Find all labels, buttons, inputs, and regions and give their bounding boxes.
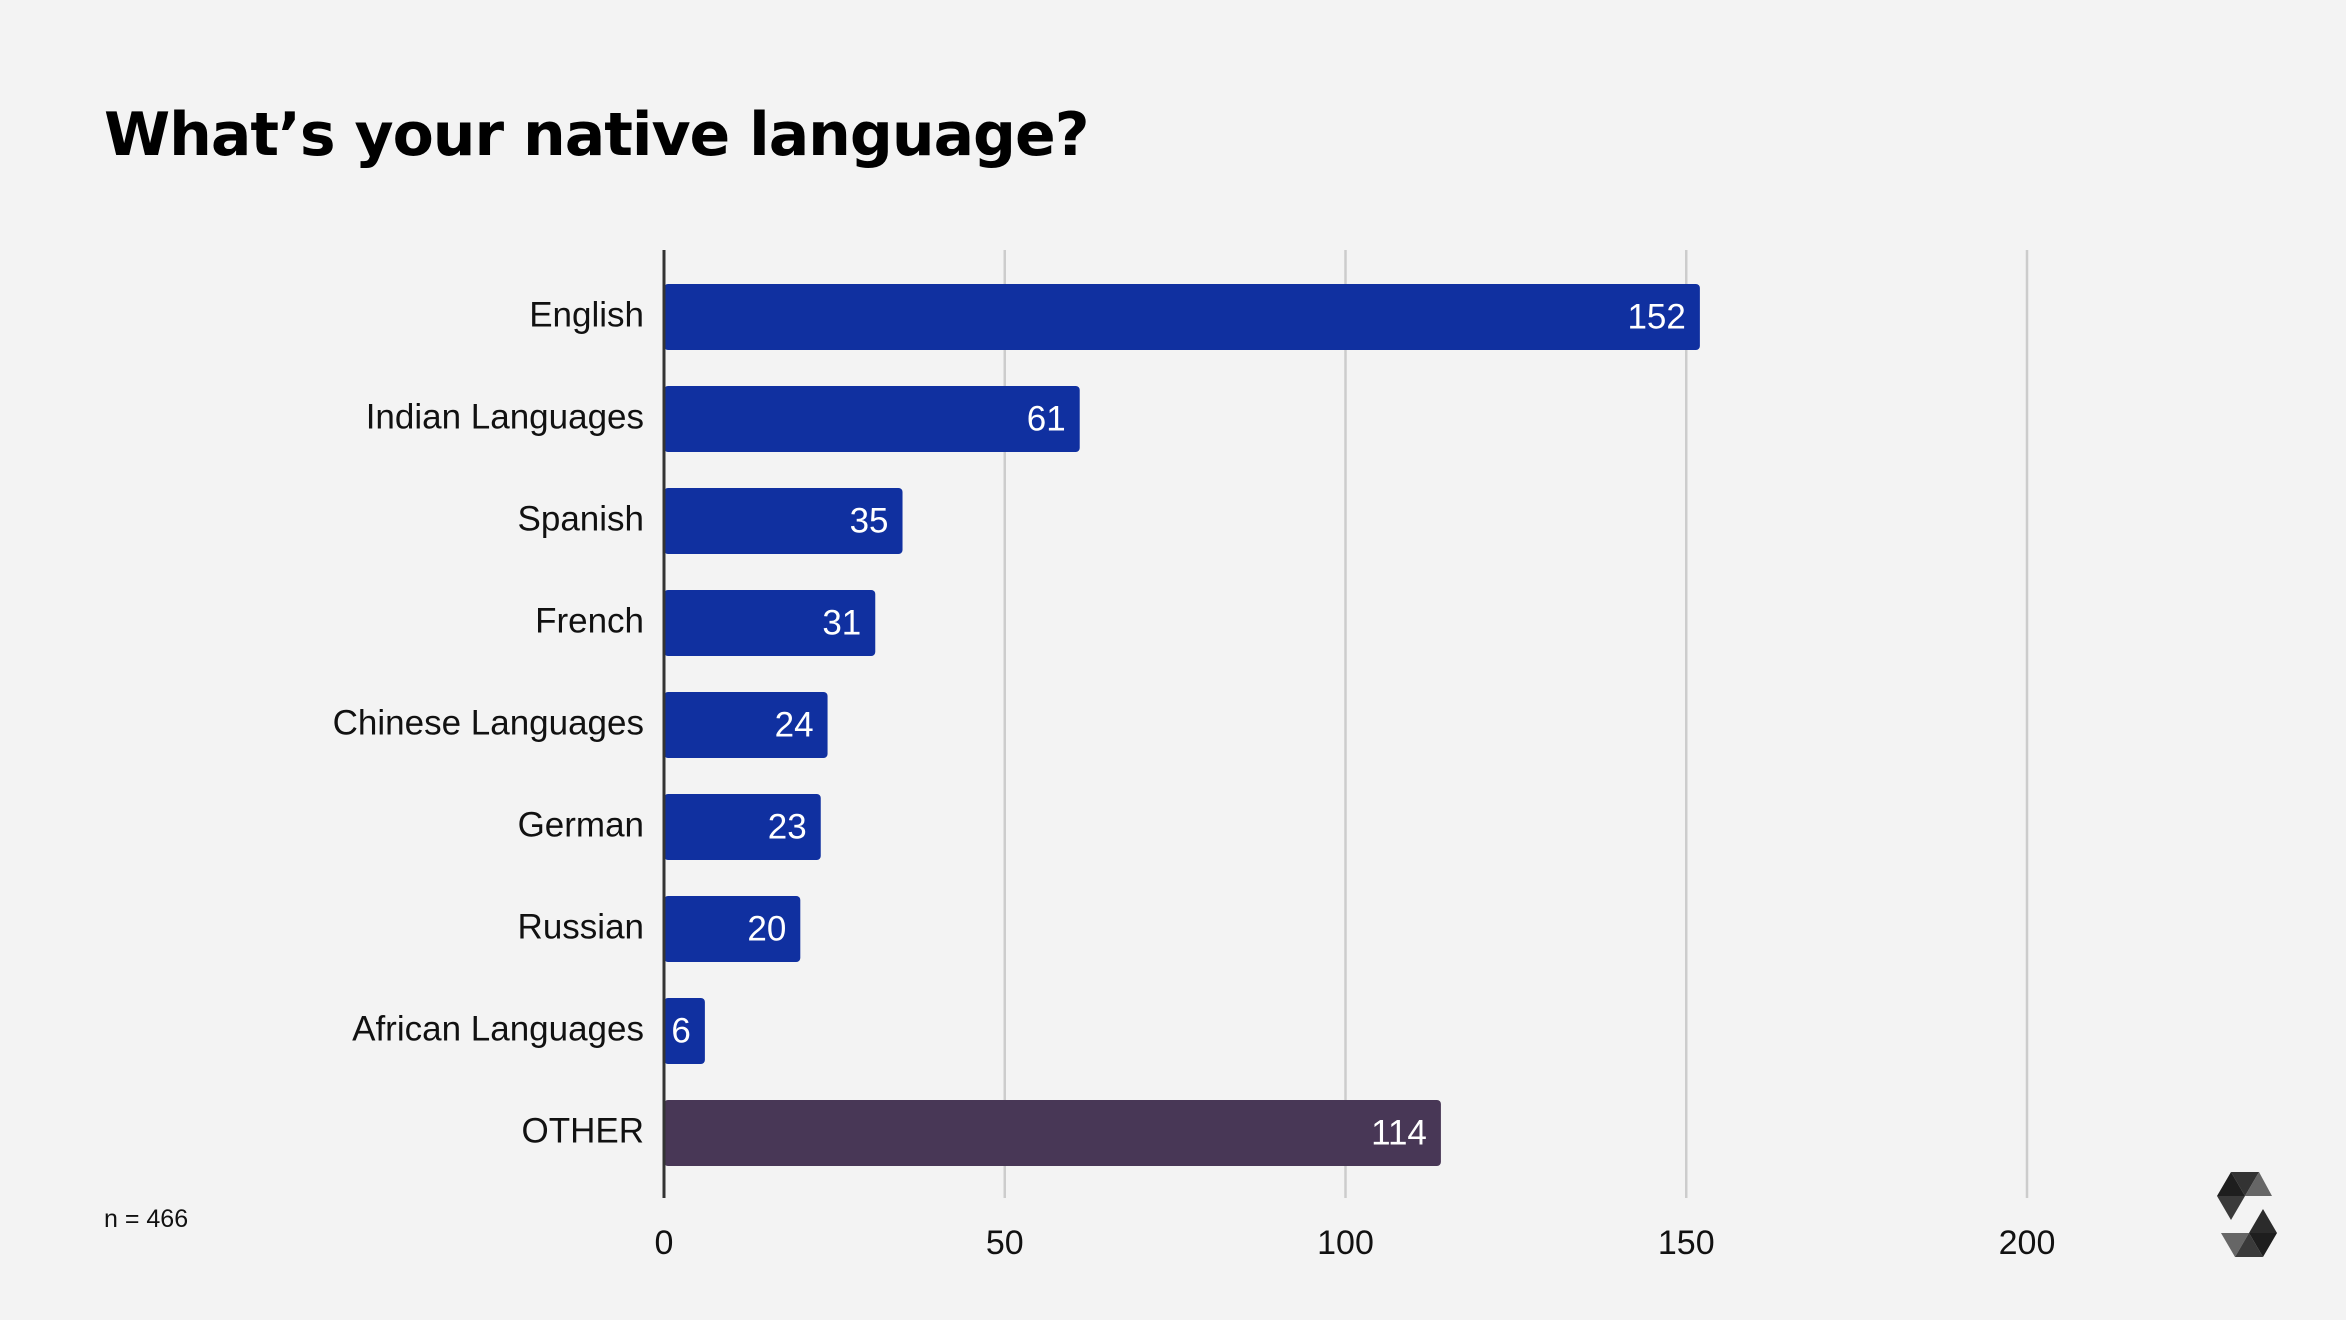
bar [664,998,705,1064]
chart-title: What’s your native language? [104,100,1089,170]
bar [664,692,828,758]
data-label: 24 [775,705,814,744]
data-label: 114 [1371,1113,1427,1152]
category-label: Indian Languages [366,397,644,436]
category-label: African Languages [352,1009,644,1048]
bar [664,284,1700,350]
data-label: 6 [671,1011,690,1050]
category-label: OTHER [522,1111,645,1150]
x-tick-label: 0 [655,1224,674,1262]
solidity-logo-icon [2217,1172,2277,1257]
data-label: 31 [822,603,861,642]
data-label: 23 [768,807,807,846]
x-tick-label: 100 [1317,1224,1374,1262]
bar [664,1100,1441,1166]
category-label: French [535,601,644,640]
category-label: German [518,805,644,844]
data-label: 152 [1627,297,1685,336]
category-label: English [529,295,644,334]
sample-size-note: n = 466 [104,1205,189,1233]
bar [664,896,801,962]
category-label: Russian [518,907,644,946]
x-tick-label: 200 [1999,1224,2056,1262]
data-label: 61 [1027,399,1066,438]
bar [664,488,903,554]
data-label: 35 [850,501,889,540]
bar [664,794,821,860]
bar [664,386,1080,452]
bar [664,590,876,656]
data-label: 20 [747,909,786,948]
category-label: Chinese Languages [333,703,644,742]
x-tick-label: 150 [1658,1224,1715,1262]
category-label: Spanish [518,499,644,538]
x-tick-label: 50 [986,1224,1024,1262]
